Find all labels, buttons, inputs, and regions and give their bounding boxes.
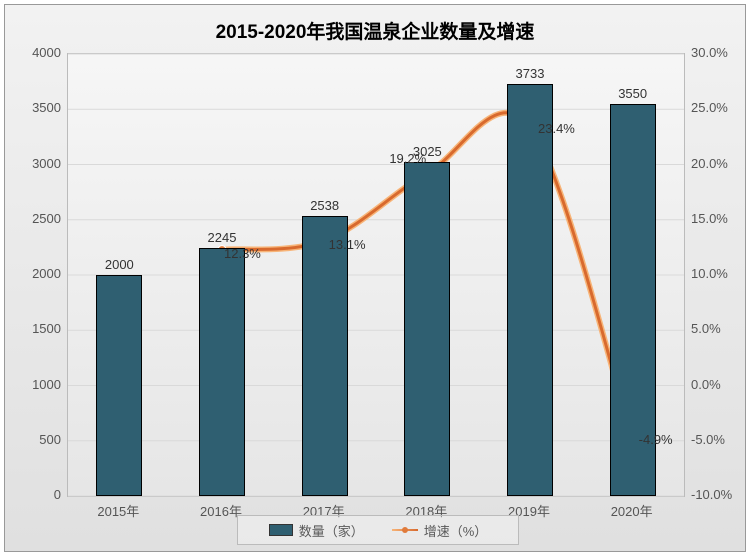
y2-tick-label: 15.0% [691, 211, 747, 226]
y1-tick-label: 500 [11, 432, 61, 447]
chart-container: 2015-2020年我国温泉企业数量及增速 200022452538302537… [4, 4, 746, 552]
bar [404, 162, 450, 496]
plot-area: 20002245253830253733355012.3%13.1%19.2%2… [67, 53, 685, 497]
y2-tick-label: 20.0% [691, 156, 747, 171]
bar [507, 84, 553, 496]
legend-item-line: 增速（%） [392, 521, 488, 540]
line-value-label: 13.1% [329, 237, 366, 252]
bar [96, 275, 142, 496]
line-value-label: 12.3% [224, 246, 261, 261]
y2-tick-label: 25.0% [691, 100, 747, 115]
legend-swatch-line [392, 525, 418, 535]
y1-tick-label: 0 [11, 487, 61, 502]
bar-value-label: 2245 [208, 230, 237, 245]
y1-tick-label: 1500 [11, 321, 61, 336]
bar [199, 248, 245, 496]
gridlines [68, 54, 684, 496]
legend-label-line: 增速（%） [424, 521, 488, 540]
legend-item-bar: 数量（家） [269, 521, 364, 540]
y1-tick-label: 3000 [11, 156, 61, 171]
bar [302, 216, 348, 496]
y2-tick-label: 30.0% [691, 45, 747, 60]
chart-title: 2015-2020年我国温泉企业数量及增速 [5, 17, 745, 44]
x-tick-label: 2016年 [200, 501, 242, 520]
y2-tick-label: 0.0% [691, 377, 747, 392]
bar-value-label: 3550 [618, 86, 647, 101]
bar-value-label: 3733 [516, 66, 545, 81]
plot-svg [68, 54, 684, 496]
x-tick-label: 2020年 [611, 501, 653, 520]
legend-label-bar: 数量（家） [299, 521, 364, 540]
y1-tick-label: 1000 [11, 377, 61, 392]
bar-value-label: 2538 [310, 198, 339, 213]
y1-tick-label: 3500 [11, 100, 61, 115]
line-value-label: 23.4% [538, 121, 575, 136]
y1-tick-label: 4000 [11, 45, 61, 60]
bar-value-label: 2000 [105, 257, 134, 272]
y1-tick-label: 2000 [11, 266, 61, 281]
y2-tick-label: 10.0% [691, 266, 747, 281]
y2-tick-label: -5.0% [691, 432, 747, 447]
legend: 数量（家） 增速（%） [237, 515, 519, 545]
x-tick-label: 2015年 [97, 501, 139, 520]
legend-swatch-bar [269, 524, 293, 536]
y1-tick-label: 2500 [11, 211, 61, 226]
line-value-label: -4.9% [639, 432, 673, 447]
line-value-label: 19.2% [389, 151, 426, 166]
y2-tick-label: 5.0% [691, 321, 747, 336]
y2-tick-label: -10.0% [691, 487, 747, 502]
